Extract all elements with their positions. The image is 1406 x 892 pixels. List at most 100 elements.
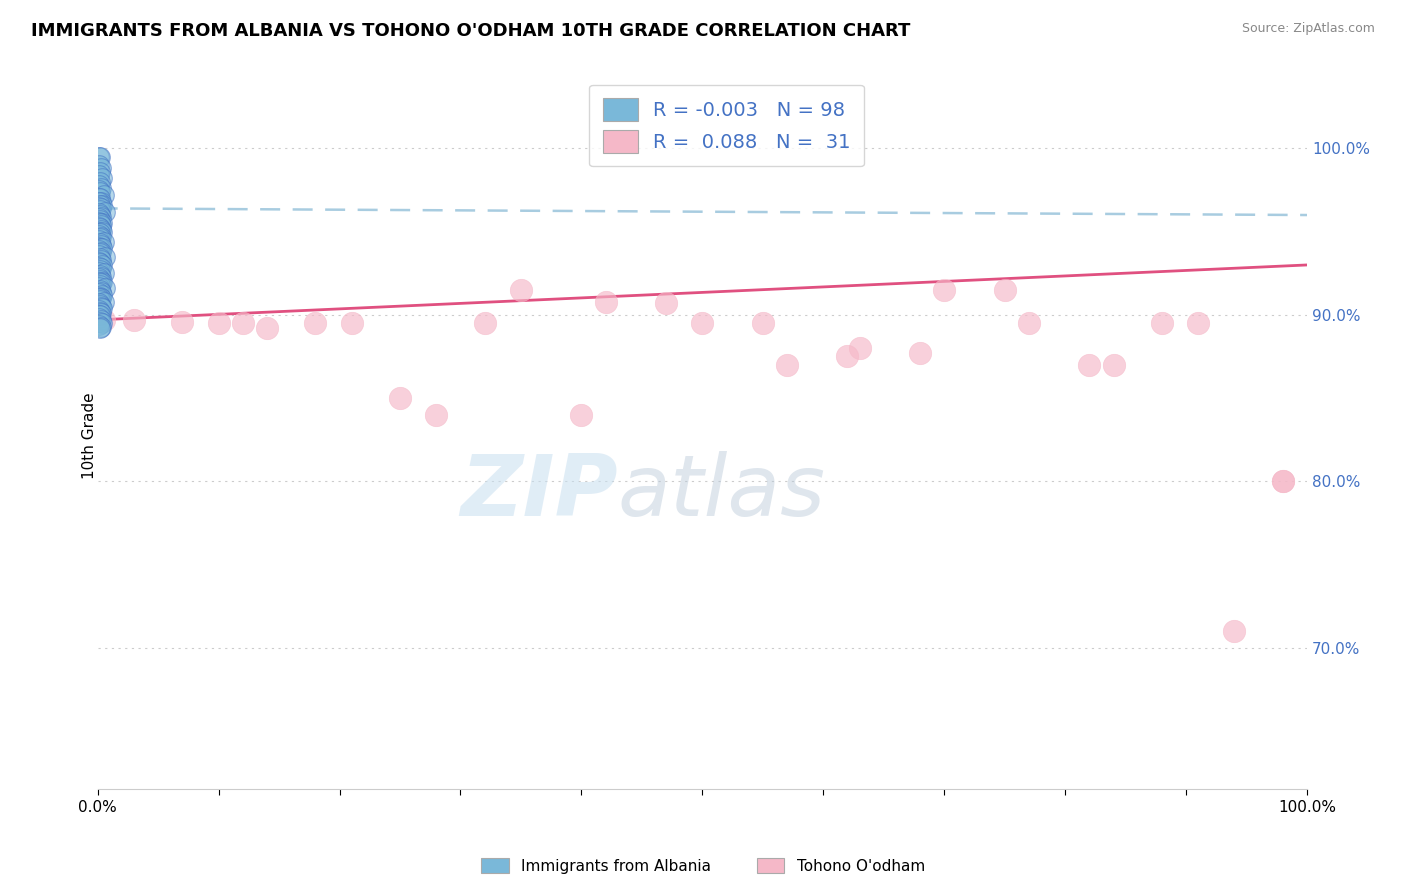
Point <box>87 211 110 226</box>
Point <box>90 306 112 320</box>
Point <box>87 191 110 205</box>
Point <box>93 313 115 327</box>
Point <box>776 358 799 372</box>
Point <box>848 341 870 355</box>
Point <box>93 294 115 309</box>
Point <box>122 313 145 327</box>
Point <box>89 304 111 318</box>
Point <box>207 316 229 330</box>
Point <box>1223 624 1246 638</box>
Legend: Immigrants from Albania, Tohono O'odham: Immigrants from Albania, Tohono O'odham <box>475 852 931 880</box>
Point <box>87 150 110 164</box>
Point <box>89 236 111 251</box>
Point <box>89 246 111 260</box>
Point <box>94 281 117 295</box>
Point <box>87 168 110 182</box>
Point <box>90 291 112 305</box>
Point <box>87 271 110 285</box>
Point <box>1271 475 1294 489</box>
Point <box>87 264 110 278</box>
Point <box>256 321 278 335</box>
Point <box>90 202 112 216</box>
Point <box>90 194 112 209</box>
Point <box>89 283 111 297</box>
Text: atlas: atlas <box>617 450 825 533</box>
Point <box>87 260 110 274</box>
Point <box>1150 316 1173 330</box>
Point <box>90 161 112 176</box>
Text: Source: ZipAtlas.com: Source: ZipAtlas.com <box>1241 22 1375 36</box>
Point <box>90 269 112 284</box>
Text: ZIP: ZIP <box>460 450 617 533</box>
Point <box>340 316 363 330</box>
Point <box>934 283 956 297</box>
Point <box>87 286 110 301</box>
Point <box>87 219 110 234</box>
Point <box>91 258 114 272</box>
Point <box>89 293 111 307</box>
Point <box>90 238 112 252</box>
Point <box>1187 316 1209 330</box>
Point <box>90 181 112 195</box>
Point <box>93 188 115 202</box>
Point <box>87 308 110 322</box>
Point <box>89 298 111 312</box>
Point <box>87 254 110 268</box>
Point <box>87 243 110 257</box>
Point <box>89 221 111 235</box>
Point <box>304 316 326 330</box>
Point <box>994 283 1017 297</box>
Point <box>87 275 110 289</box>
Point <box>89 277 111 292</box>
Point <box>87 296 110 310</box>
Point <box>91 316 114 330</box>
Point <box>87 302 110 317</box>
Point <box>89 256 111 270</box>
Point <box>1271 475 1294 489</box>
Point <box>91 225 114 239</box>
Point <box>90 277 112 291</box>
Y-axis label: 10th Grade: 10th Grade <box>82 392 97 479</box>
Point <box>87 183 110 197</box>
Point <box>87 233 110 247</box>
Point <box>91 198 114 212</box>
Point <box>87 318 110 332</box>
Point <box>87 200 110 214</box>
Point <box>91 216 114 230</box>
Point <box>90 300 112 314</box>
Point <box>90 223 112 237</box>
Point <box>87 206 110 220</box>
Point <box>87 215 110 229</box>
Point <box>1018 316 1040 330</box>
Point <box>510 283 533 297</box>
Point <box>89 185 111 199</box>
Point <box>595 294 617 309</box>
Point <box>89 202 111 217</box>
Point <box>89 321 111 335</box>
Point <box>89 208 111 222</box>
Point <box>474 316 496 330</box>
Legend: R = -0.003   N = 98, R =  0.088   N =  31: R = -0.003 N = 98, R = 0.088 N = 31 <box>589 85 865 167</box>
Point <box>655 296 678 310</box>
Point <box>908 346 931 360</box>
Point <box>90 252 112 267</box>
Point <box>1102 358 1125 372</box>
Point <box>87 225 110 239</box>
Point <box>87 158 110 172</box>
Point <box>87 194 110 209</box>
Point <box>90 313 112 327</box>
Point <box>89 216 111 230</box>
Point <box>89 241 111 255</box>
Point <box>90 229 112 244</box>
Point <box>692 316 714 330</box>
Point <box>388 391 411 405</box>
Point <box>89 231 111 245</box>
Point <box>89 289 111 303</box>
Point <box>90 285 112 299</box>
Point <box>87 311 110 326</box>
Point <box>91 275 114 289</box>
Point <box>752 316 775 330</box>
Point <box>89 314 111 328</box>
Point <box>89 273 111 287</box>
Point <box>425 408 447 422</box>
